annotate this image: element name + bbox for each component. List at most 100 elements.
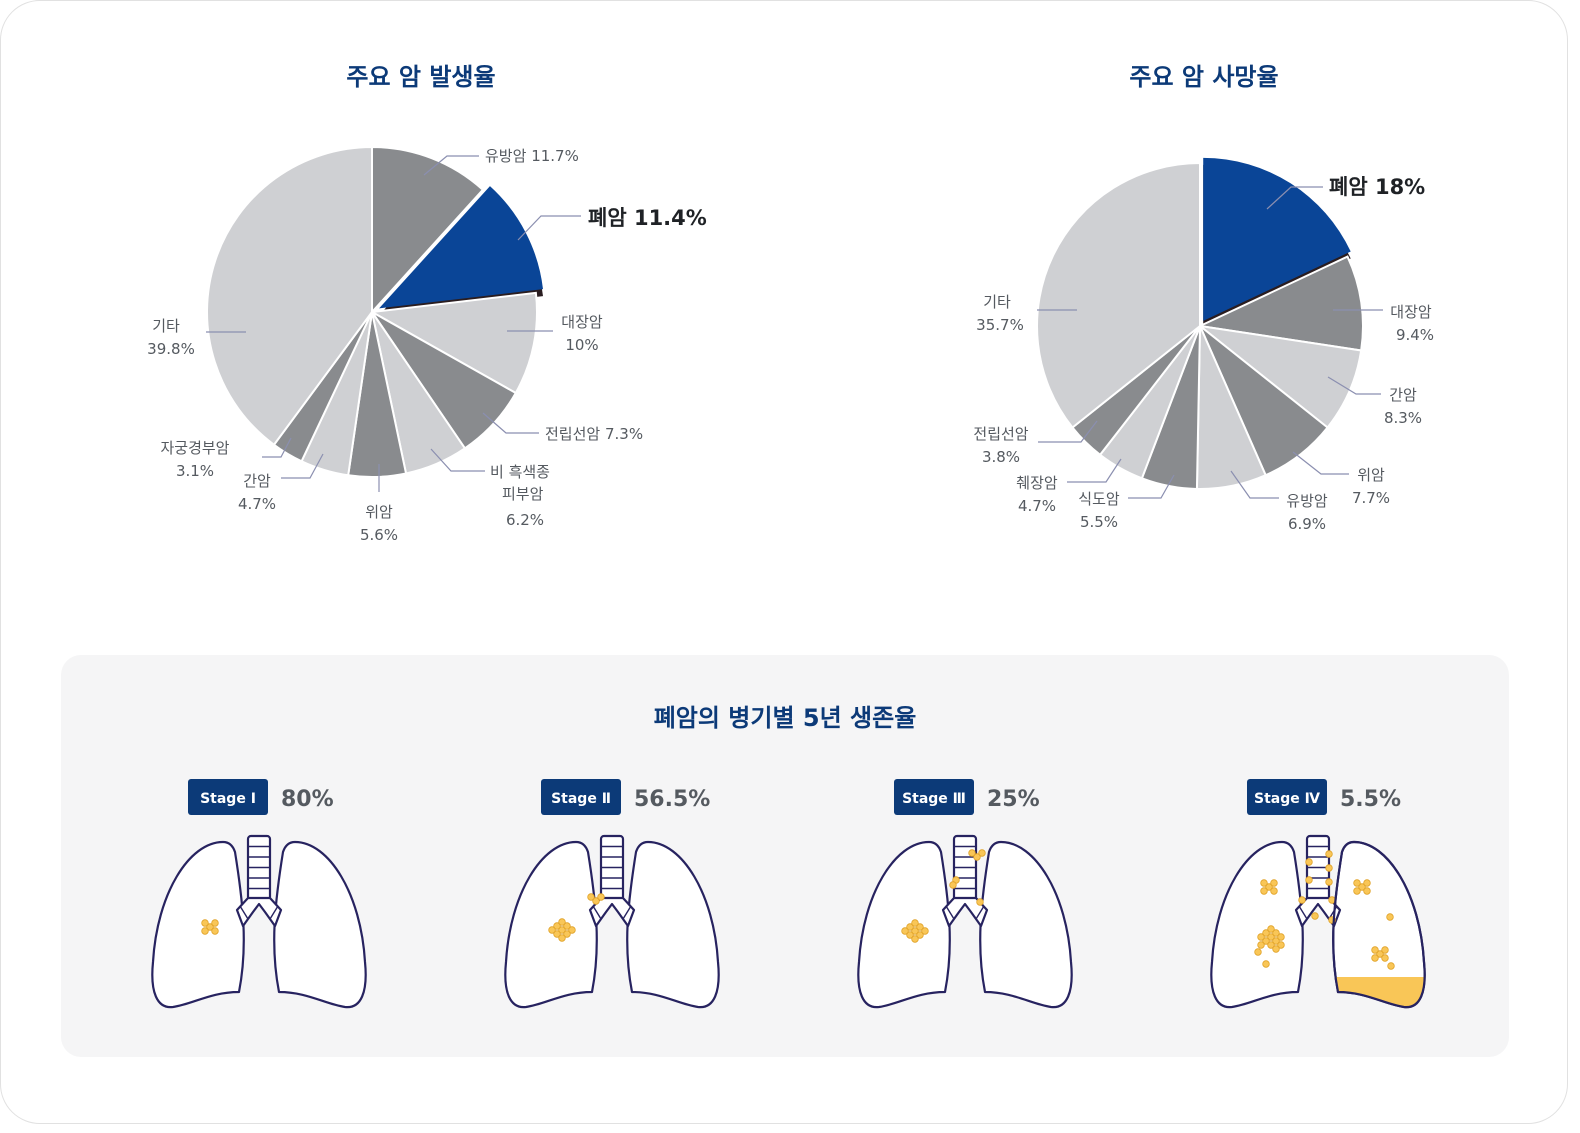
lung-icon-left-lobe	[504, 840, 598, 1009]
incidence-label-skin-line1: 비 흑색종	[490, 463, 550, 481]
stage-4: Stage Ⅳ 5.5%	[1210, 779, 1426, 1009]
mortality-label-breast: 유방암	[1286, 492, 1328, 510]
mortality-label-liver: 간암	[1389, 386, 1417, 404]
stage-2: Stage Ⅱ 56.5%	[504, 779, 720, 1009]
tumor-icon	[1325, 878, 1333, 886]
incidence-chart: 주요 암 발생율 유방암 11.7% 폐암 11.4% 대장암 10% 전립선암…	[147, 63, 707, 544]
incidence-pie	[206, 145, 543, 478]
stage-1: Stage Ⅰ 80%	[151, 779, 367, 1009]
mortality-leader-lines	[1037, 186, 1383, 499]
stage-survival-value: 25%	[987, 787, 1040, 812]
mortality-labels: 폐암 18% 대장암 9.4% 간암 8.3% 위암 7.7% 유방암 6.9%…	[973, 175, 1434, 533]
incidence-label-cervical: 자궁경부암	[160, 439, 229, 457]
incidence-value-stomach: 5.6%	[360, 526, 398, 544]
mortality-value-esophagus: 5.5%	[1080, 513, 1118, 531]
lung-icon-right-lobe	[626, 840, 720, 1009]
lung-icon-left-lobe	[151, 840, 245, 1009]
incidence-label-colorectal: 대장암	[561, 313, 603, 331]
tumor-icon	[1325, 864, 1333, 872]
tumor-icon	[548, 918, 576, 942]
tumor-icon	[1353, 879, 1371, 895]
incidence-chart-title: 주요 암 발생율	[346, 63, 495, 91]
incidence-label-stomach: 위암	[365, 503, 393, 521]
incidence-label-liver: 간암	[243, 472, 271, 490]
incidence-label-lung: 폐암 11.4%	[588, 206, 707, 230]
mortality-value-colorectal: 9.4%	[1396, 326, 1434, 344]
incidence-value-liver: 4.7%	[238, 495, 276, 513]
stage-badge	[188, 779, 268, 815]
tumor-icon	[1305, 876, 1313, 884]
incidence-labels: 유방암 11.7% 폐암 11.4% 대장암 10% 전립선암 7.3% 비 흑…	[147, 147, 707, 544]
mortality-value-pancreas: 4.7%	[1018, 497, 1056, 515]
incidence-label-skin-line2: 피부암	[502, 485, 544, 503]
stage-badge	[1247, 779, 1327, 815]
pie1-slice-8	[206, 145, 373, 447]
mortality-chart: 주요 암 사망율 폐암 18% 대장암 9.4% 간암 8.3% 위암 7.7%…	[973, 63, 1434, 533]
tumor-icon	[949, 881, 957, 889]
stage-badge	[894, 779, 974, 815]
tumor-icon	[1254, 948, 1262, 956]
lung-icon-left-lobe	[1210, 840, 1304, 1009]
stage-badge-label: Stage Ⅲ	[902, 791, 966, 807]
mortality-label-pancreas: 췌장암	[1016, 474, 1058, 492]
lung-icon-left-lobe	[857, 840, 951, 1009]
mortality-pie	[1036, 157, 1364, 490]
mortality-label-colorectal: 대장암	[1390, 303, 1432, 321]
tumor-icon	[901, 919, 929, 943]
survival-title: 폐암의 병기별 5년 생존율	[654, 704, 917, 732]
mortality-label-other: 기타	[983, 293, 1011, 311]
tumor-icon	[1371, 946, 1389, 962]
pie2-slice-0	[1203, 157, 1351, 321]
incidence-value-colorectal: 10%	[565, 336, 598, 354]
stage-survival-value: 56.5%	[634, 787, 710, 812]
survival-panel-bg	[61, 655, 1509, 1057]
pie2-slice-8	[1036, 161, 1201, 429]
lung-icon	[504, 834, 720, 1009]
tumor-icon	[201, 919, 219, 935]
mortality-value-other: 35.7%	[976, 316, 1024, 334]
incidence-label-breast: 유방암 11.7%	[485, 147, 579, 165]
mortality-value-breast: 6.9%	[1288, 515, 1326, 533]
mortality-label-stomach: 위암	[1357, 466, 1385, 484]
tumor-icon	[1311, 912, 1319, 920]
tumor-icon	[1298, 896, 1306, 904]
mortality-value-stomach: 7.7%	[1352, 489, 1390, 507]
stage-survival-value: 80%	[281, 787, 334, 812]
tumor-icon	[1262, 960, 1270, 968]
incidence-leader-lines	[206, 155, 581, 492]
incidence-value-cervical: 3.1%	[176, 462, 214, 480]
tumor-icon	[1305, 858, 1313, 866]
stage-list: Stage Ⅰ 80% Stage Ⅱ 56.5% Stage Ⅲ 25% Stage Ⅳ 5…	[151, 779, 1426, 1009]
lung-icon	[151, 834, 367, 1009]
stage-badge	[541, 779, 621, 815]
tumor-icon	[976, 898, 984, 906]
incidence-value-other: 39.8%	[147, 340, 195, 358]
mortality-label-lung: 폐암 18%	[1329, 175, 1425, 199]
mortality-label-esophagus: 식도암	[1078, 490, 1120, 508]
mortality-label-prostate: 전립선암	[973, 425, 1028, 443]
tumor-icon	[1325, 850, 1333, 858]
incidence-label-prostate: 전립선암 7.3%	[545, 425, 643, 443]
tumor-icon	[1257, 925, 1285, 953]
tumor-icon	[1386, 913, 1394, 921]
mortality-chart-title: 주요 암 사망율	[1129, 63, 1278, 91]
lung-icon-right-lobe	[979, 840, 1073, 1009]
stage-survival-value: 5.5%	[1340, 787, 1401, 812]
stage-badge-label: Stage Ⅳ	[1254, 791, 1321, 807]
pie1-slice-0	[371, 145, 485, 315]
tumor-icon	[968, 849, 986, 861]
pie1-slice-2	[368, 291, 538, 395]
stage-3: Stage Ⅲ 25%	[857, 779, 1073, 1009]
stage-badge-label: Stage Ⅰ	[200, 791, 256, 807]
stage-badge-label: Stage Ⅱ	[551, 791, 611, 807]
mortality-value-liver: 8.3%	[1384, 409, 1422, 427]
lung-icon	[857, 834, 1073, 1009]
incidence-label-other: 기타	[152, 317, 180, 335]
tumor-icon	[1387, 962, 1395, 970]
mortality-value-prostate: 3.8%	[982, 448, 1020, 466]
incidence-value-skin: 6.2%	[506, 511, 544, 529]
pie1-slice-1	[379, 186, 543, 309]
pie2-slice-1	[1196, 255, 1364, 352]
